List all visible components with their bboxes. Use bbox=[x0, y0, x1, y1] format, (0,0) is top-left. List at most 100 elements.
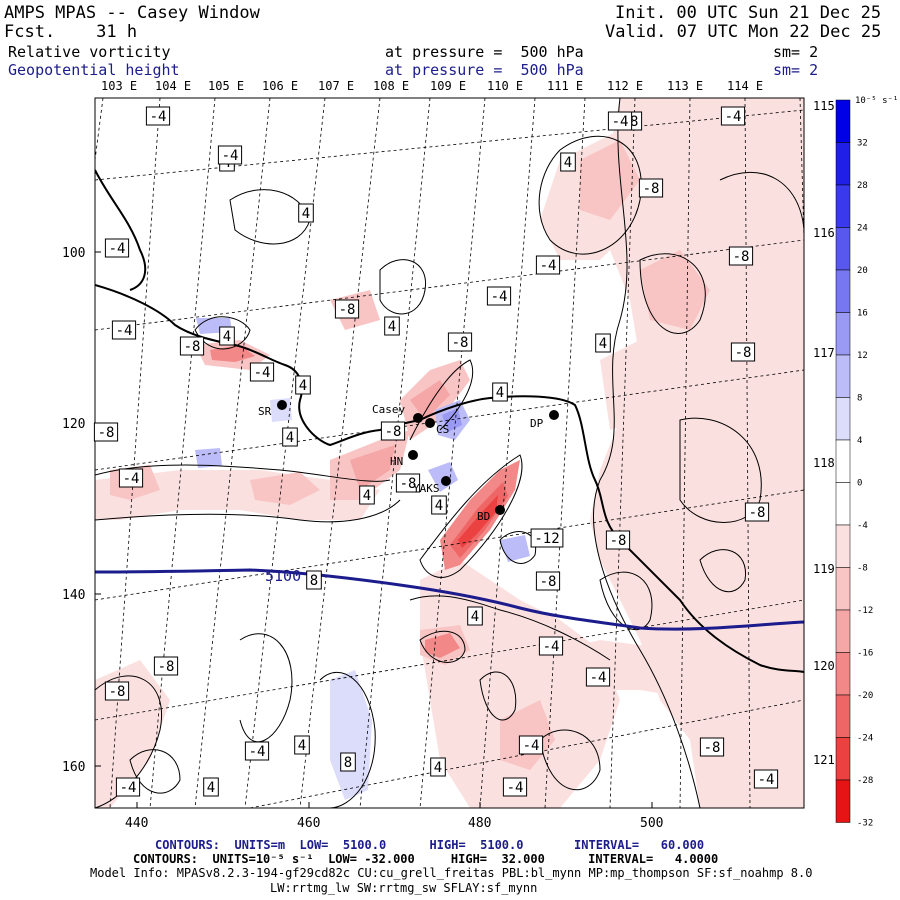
lon-label: 112 E bbox=[607, 79, 643, 93]
lon-label: 110 E bbox=[487, 79, 523, 93]
contour-label: 4 bbox=[435, 498, 443, 514]
field2-smoothing: sm= 2 bbox=[773, 61, 819, 79]
contour-label-box bbox=[219, 326, 235, 346]
x-tick-label: 500 bbox=[640, 816, 663, 831]
contour-label-box bbox=[380, 421, 406, 441]
contour-label: -4 bbox=[758, 772, 775, 788]
contour-label: -8 bbox=[643, 181, 660, 197]
lon-label: 114 E bbox=[727, 79, 763, 93]
lon-label: 109 E bbox=[430, 79, 466, 93]
contour-label: -4 bbox=[123, 471, 140, 487]
lon-label: 113 E bbox=[667, 79, 703, 93]
lon-label: 111 E bbox=[547, 79, 583, 93]
colorbar-label: 32 bbox=[857, 139, 868, 149]
colorbar-label: 16 bbox=[857, 309, 868, 319]
contour-label: 4 bbox=[286, 430, 294, 446]
colorbar-swatch bbox=[835, 779, 851, 823]
contour-label-box bbox=[118, 468, 144, 488]
colorbar-swatch bbox=[835, 142, 851, 186]
contour-label: -8 bbox=[452, 335, 469, 351]
vorticity-contours bbox=[95, 98, 804, 808]
contour-label-box bbox=[153, 656, 179, 676]
contour-label-box bbox=[585, 667, 611, 687]
colorbar-label: 20 bbox=[857, 266, 868, 276]
contour-label-box bbox=[298, 203, 314, 223]
colorbar-swatch bbox=[835, 737, 851, 781]
contour-label: -12 bbox=[534, 531, 559, 547]
colorbar-label: 24 bbox=[857, 224, 868, 234]
contour-label-box bbox=[179, 336, 205, 356]
station-marker bbox=[408, 450, 418, 460]
y-tick-label: 140 bbox=[62, 588, 85, 603]
colorbar-label: -8 bbox=[857, 564, 868, 574]
contour-label-box bbox=[115, 777, 141, 797]
contour-label: 4 bbox=[298, 738, 306, 754]
contour-label-box bbox=[605, 530, 631, 550]
forecast-label-text: Fcst. bbox=[4, 22, 56, 42]
contour-label-box bbox=[203, 777, 219, 797]
contour-label: -4 bbox=[507, 780, 524, 796]
contour-label-box bbox=[535, 571, 561, 591]
contour-label: 8 bbox=[344, 755, 352, 771]
contour-label-box bbox=[431, 495, 447, 515]
colorbar-label: -32 bbox=[857, 819, 873, 829]
model-info-2: LW:rrtmg_lw SW:rrtmg_sw SFLAY:sf_mynn bbox=[270, 881, 538, 895]
contour-label-box bbox=[306, 570, 322, 590]
contour-label: -8 bbox=[98, 425, 115, 441]
contour-label-box bbox=[486, 286, 512, 306]
forecast-label: Fcst. 31 h bbox=[4, 22, 137, 42]
x-axis: 440 460 480 500 bbox=[125, 802, 663, 831]
contour-label-box bbox=[595, 333, 611, 353]
contour-label: -4 bbox=[120, 780, 137, 796]
station-label: BD bbox=[477, 510, 490, 523]
field2-level: at pressure = 500 hPa bbox=[385, 61, 584, 79]
y-tick-label: 120 bbox=[62, 417, 85, 432]
contour-label: 4 bbox=[434, 760, 442, 776]
colorbar-swatch bbox=[835, 439, 851, 483]
colorbar-swatch bbox=[835, 312, 851, 356]
contour-label-box bbox=[560, 152, 576, 172]
contour-label-box bbox=[538, 636, 564, 656]
colorbar-swatch bbox=[835, 567, 851, 611]
colorbar-swatch bbox=[835, 269, 851, 313]
colorbar-swatch bbox=[835, 524, 851, 568]
contour-label-box bbox=[467, 606, 483, 626]
contour-label-box bbox=[753, 769, 779, 789]
coastline bbox=[95, 169, 804, 673]
field1-smoothing: sm= 2 bbox=[773, 43, 819, 61]
station-label: CS bbox=[436, 423, 449, 436]
lon-label: 106 E bbox=[262, 79, 298, 93]
contour-label: -4 bbox=[249, 744, 266, 760]
contour-label-box bbox=[530, 528, 564, 548]
contour-label-box bbox=[638, 178, 664, 198]
contour-label-box bbox=[720, 106, 746, 126]
contour-label: -4 bbox=[543, 639, 560, 655]
station-label: SR bbox=[258, 405, 272, 418]
contour-label: -8 bbox=[733, 249, 750, 265]
contour-label: -8 bbox=[184, 339, 201, 355]
contour-label: 4 bbox=[363, 488, 371, 504]
contour-label: 4 bbox=[496, 385, 504, 401]
contour-label-box bbox=[492, 382, 508, 402]
contour-label-box bbox=[340, 752, 356, 772]
colorbar-label: -24 bbox=[857, 734, 873, 744]
colorbar-swatch bbox=[835, 397, 851, 441]
valid-time: Valid. 07 UTC Mon 22 Dec 25 bbox=[605, 22, 882, 42]
lon-label: 103 E bbox=[101, 79, 137, 93]
colorbar: 32 28 24 20 16 12 8 4 0 -4 -8 -12 -16 -20 -24 -28 -32 bbox=[835, 99, 873, 829]
vorticity-contour-high: HIGH= 32.000 bbox=[450, 852, 545, 866]
contour-label-box bbox=[93, 422, 119, 442]
contour-label: 4 bbox=[299, 378, 307, 394]
contour-label: -8 bbox=[385, 424, 402, 440]
contour-label-box bbox=[728, 246, 754, 266]
lon-label: 108 E bbox=[373, 79, 409, 93]
contour-label: -4 bbox=[109, 241, 126, 257]
contour-label-box bbox=[699, 737, 725, 757]
height-contour-info: CONTOURS: UNITS=m LOW= 5100.0 bbox=[155, 838, 387, 852]
contour-label-box bbox=[145, 106, 171, 126]
contour-label: -8 bbox=[749, 505, 766, 521]
contour-label: -8 bbox=[400, 476, 417, 492]
vorticity-contour-info: CONTOURS: UNITS=10⁻⁵ s⁻¹ LOW= -32.000 bbox=[133, 852, 415, 866]
station-marker bbox=[425, 418, 435, 428]
